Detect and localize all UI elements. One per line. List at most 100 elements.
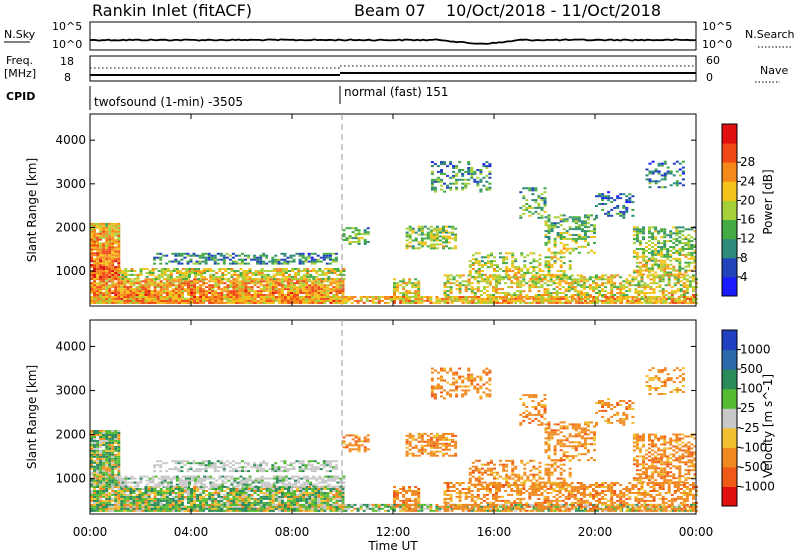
power-cell <box>488 165 492 168</box>
power-cell <box>111 252 115 255</box>
power-cell <box>151 272 155 274</box>
power-cell <box>645 259 648 262</box>
power-heatmap-cells <box>90 160 698 304</box>
velocity-cell <box>99 449 103 452</box>
power-cell <box>438 301 442 304</box>
power-cell <box>238 297 242 300</box>
power-cell <box>439 235 442 238</box>
power-cell <box>271 258 275 261</box>
power-cell <box>638 273 642 276</box>
power-cell <box>550 256 554 259</box>
power-cell <box>108 232 112 235</box>
power-cell <box>660 186 664 189</box>
power-cell <box>556 275 560 278</box>
power-cell <box>253 258 257 261</box>
power-cell <box>543 276 547 279</box>
power-cell <box>114 284 118 287</box>
power-cell <box>223 282 227 285</box>
power-cell <box>102 250 106 253</box>
power-cell <box>579 284 583 287</box>
power-cell <box>504 276 508 279</box>
power-cell <box>532 260 536 263</box>
velocity-cell <box>90 465 93 468</box>
velocity-cell <box>129 490 133 492</box>
power-cell <box>171 297 175 300</box>
power-cell <box>212 273 216 276</box>
power-cell <box>296 288 299 291</box>
power-cell <box>501 288 505 291</box>
power-cell <box>657 240 661 243</box>
velocity-cell <box>90 493 93 496</box>
power-cell <box>339 272 343 274</box>
power-cell <box>692 276 695 279</box>
power-cell <box>420 229 424 232</box>
power-cell <box>637 292 641 294</box>
power-cell <box>562 251 566 254</box>
power-cell <box>593 232 596 234</box>
velocity-cell <box>108 432 112 434</box>
power-cell <box>443 163 446 166</box>
power-cell <box>552 282 556 285</box>
power-cell <box>516 278 520 281</box>
power-cell <box>165 286 169 289</box>
power-cell <box>570 274 574 277</box>
power-cell <box>308 290 312 293</box>
power-cell <box>226 294 230 296</box>
power-cell <box>616 197 620 200</box>
power-cell <box>253 294 257 296</box>
power-cell <box>308 299 312 302</box>
power-cell <box>105 222 109 225</box>
velocity-cell <box>93 453 96 456</box>
power-cell <box>244 254 247 257</box>
power-cell <box>329 299 333 302</box>
velocity-cell <box>111 471 115 474</box>
power-cell <box>640 284 644 287</box>
power-cell <box>684 265 688 268</box>
power-cell <box>301 252 305 255</box>
power-cell <box>488 297 492 300</box>
power-cell <box>220 288 224 291</box>
power-cell <box>579 286 583 289</box>
power-cell <box>108 296 112 298</box>
power-cell <box>477 273 481 276</box>
velocity-cell <box>190 495 193 498</box>
velocity-cell <box>93 449 96 452</box>
power-cell <box>320 301 324 304</box>
power-cell <box>688 299 692 302</box>
power-cell <box>244 284 248 287</box>
power-cell <box>547 239 551 242</box>
velocity-cell <box>150 492 154 494</box>
power-cell <box>567 288 571 291</box>
power-cell <box>308 286 312 289</box>
power-cell <box>553 239 557 242</box>
velocity-cell <box>96 434 100 436</box>
power-cell <box>442 237 445 240</box>
power-cell <box>553 256 557 259</box>
velocity-cell <box>153 497 157 500</box>
velocity-cell <box>90 483 93 486</box>
power-cell <box>685 292 689 294</box>
power-cell <box>682 299 686 302</box>
power-cell <box>156 282 160 285</box>
power-cell <box>153 286 157 289</box>
power-cell <box>159 282 163 285</box>
power-cell <box>669 273 673 276</box>
power-cell <box>684 242 688 245</box>
power-cell <box>485 286 489 289</box>
power-cell <box>144 299 148 302</box>
power-cell <box>147 301 151 304</box>
power-cell <box>298 258 302 261</box>
power-cell <box>206 268 210 270</box>
power-cell <box>114 256 118 259</box>
power-cell <box>126 299 130 302</box>
power-cell <box>313 262 317 265</box>
power-cell <box>214 290 218 293</box>
power-cell <box>153 256 157 259</box>
power-cell <box>294 268 297 270</box>
power-cell <box>405 227 409 230</box>
power-cell <box>634 276 638 279</box>
velocity-cell <box>99 479 103 482</box>
velocity-cell <box>99 445 103 448</box>
power-cell <box>546 292 550 294</box>
power-cell <box>685 280 689 283</box>
